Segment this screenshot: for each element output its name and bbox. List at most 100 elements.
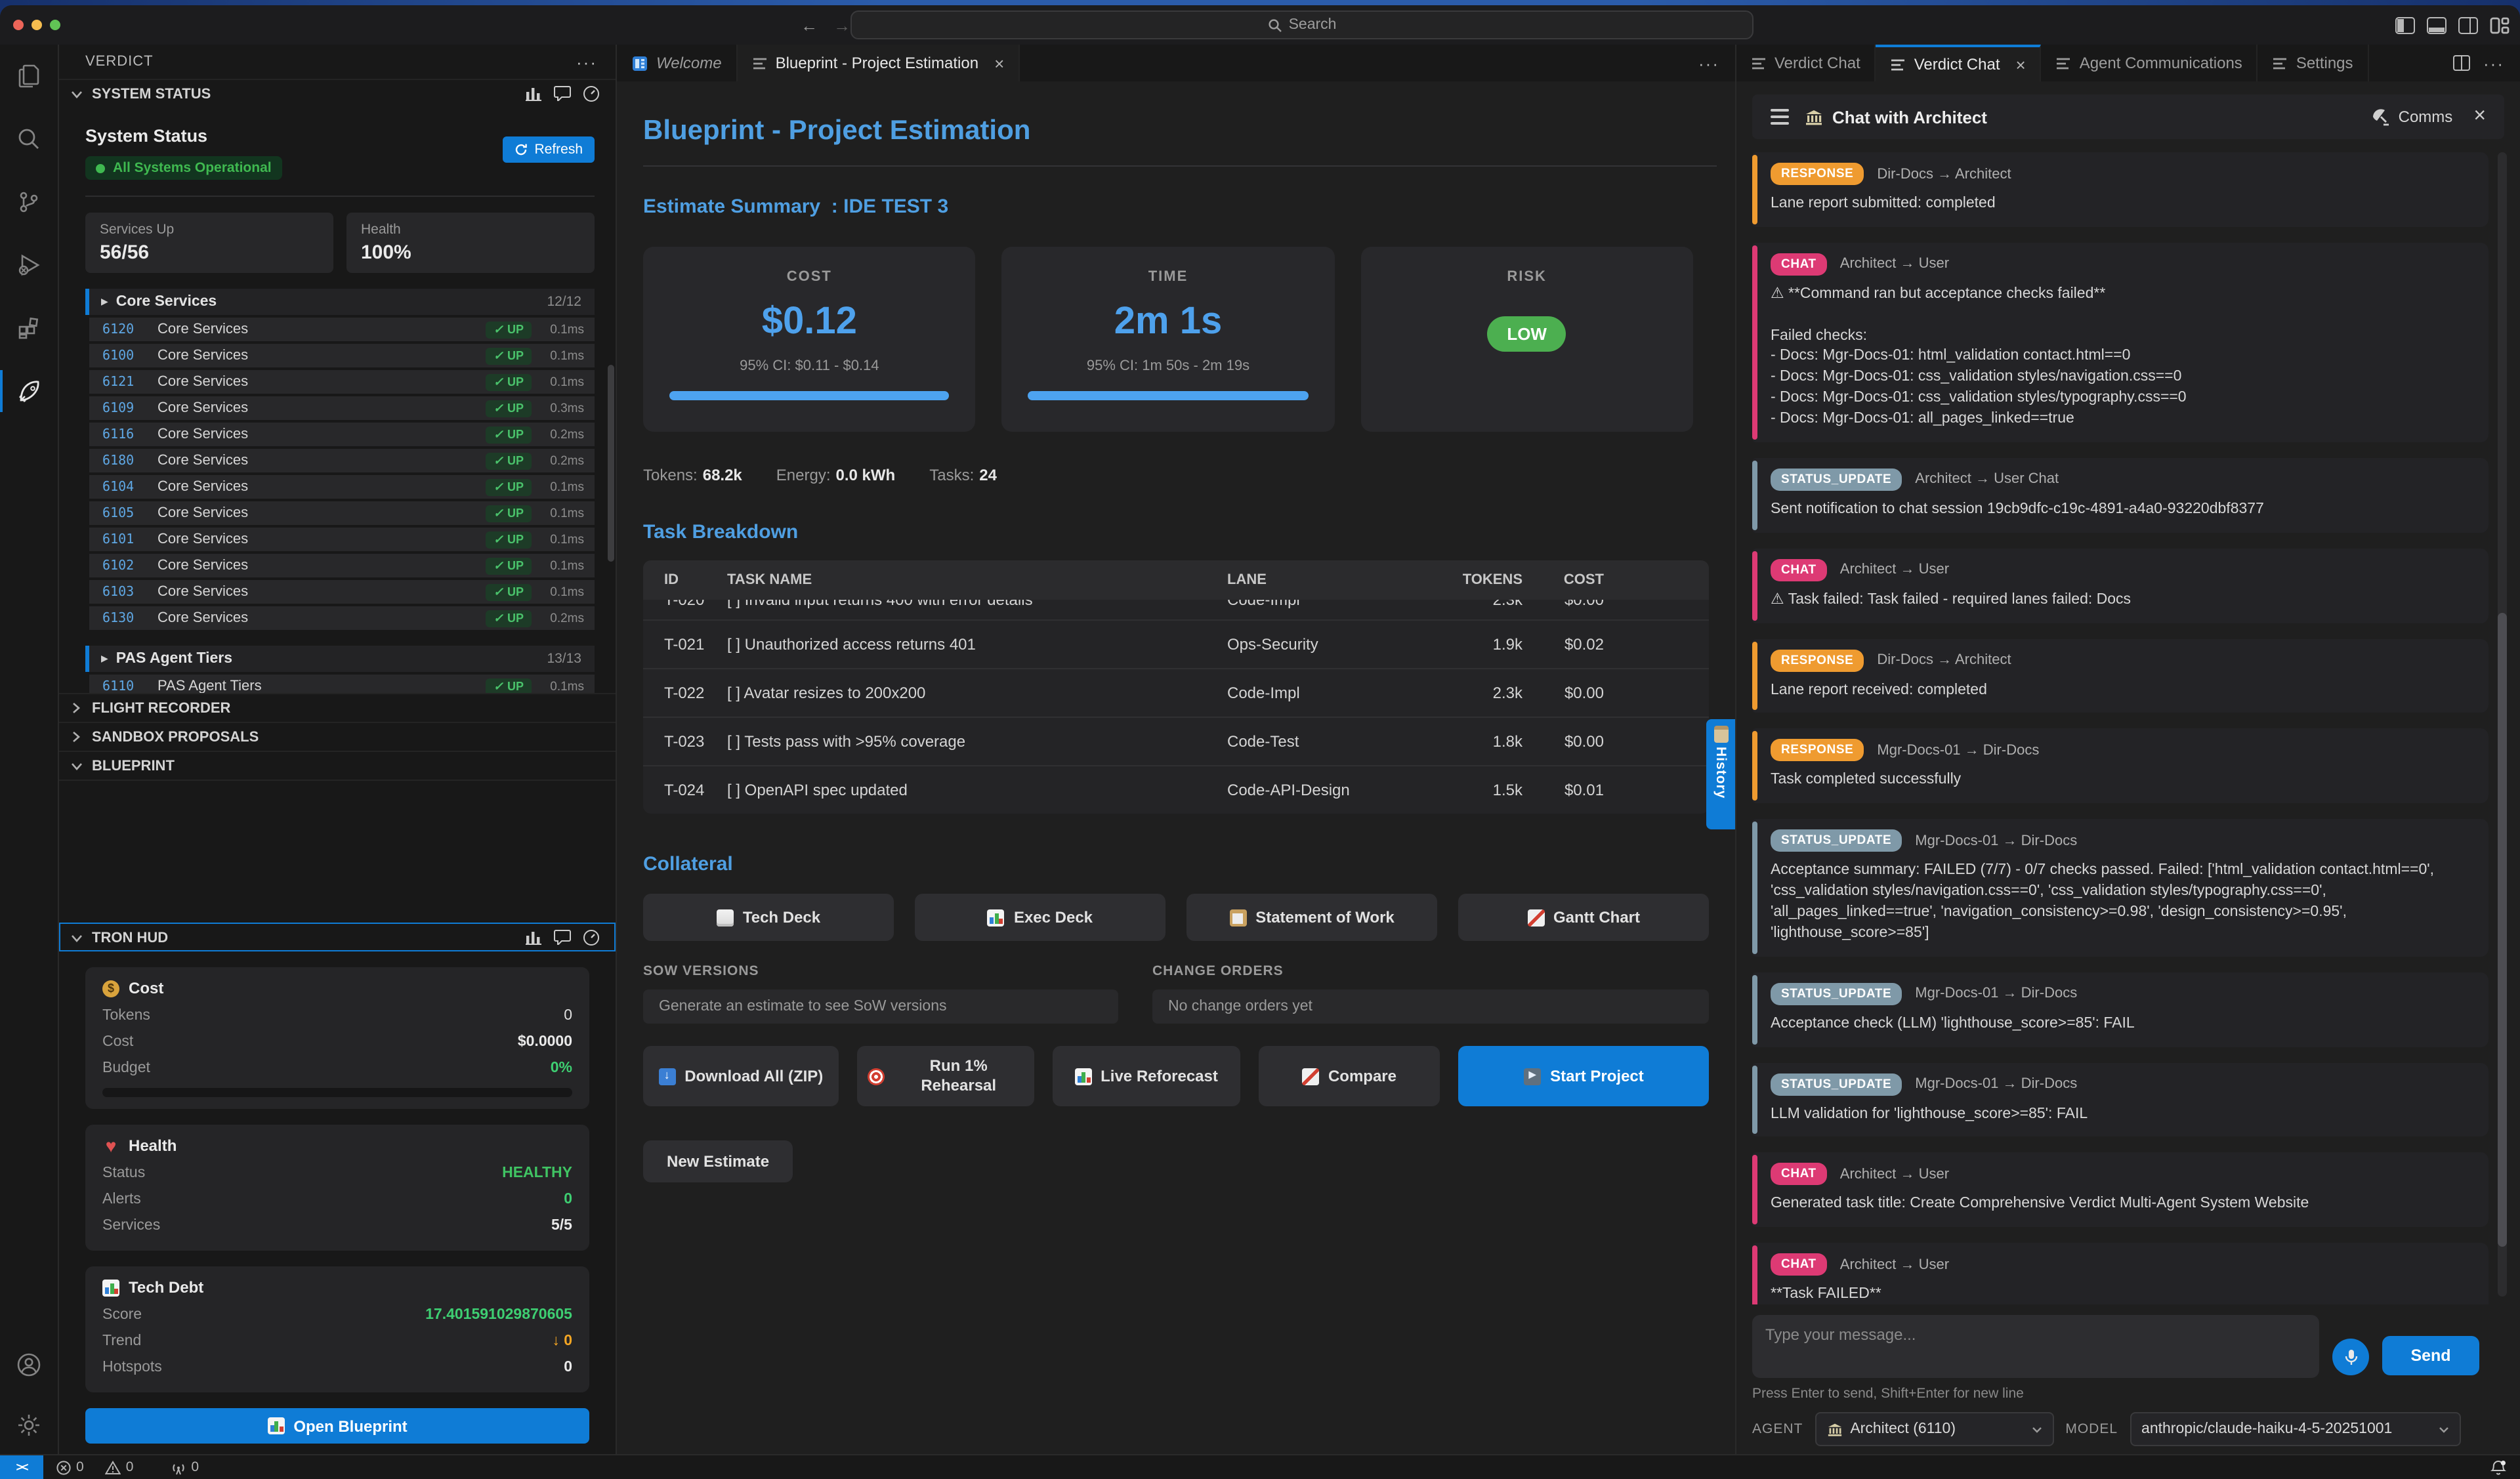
table-row[interactable]: T-021 [ ] Unauthorized access returns 40… bbox=[643, 619, 1709, 668]
tab-verdict-chat-2[interactable]: Verdict Chat × bbox=[1876, 45, 2042, 81]
toggle-panel-icon[interactable] bbox=[2427, 16, 2446, 33]
toggle-sidebar-icon[interactable] bbox=[2395, 16, 2415, 33]
service-group-header[interactable]: ▶ PAS Agent Tiers 13/13 bbox=[85, 646, 595, 672]
chat-message[interactable]: STATUS_UPDATE Architect → User Chat Sent… bbox=[1752, 458, 2488, 533]
toggle-secondary-sidebar-icon[interactable] bbox=[2458, 16, 2478, 33]
search-view-icon[interactable] bbox=[0, 108, 58, 171]
section-tron-hud[interactable]: TRON HUD bbox=[59, 923, 616, 951]
editor-more-actions[interactable]: ··· bbox=[1698, 53, 1719, 73]
action-button[interactable]: Download All (ZIP) bbox=[643, 1046, 838, 1106]
service-row[interactable]: 6120 Core Services ✓UP 0.1ms bbox=[89, 318, 595, 341]
settings-gear-icon[interactable] bbox=[0, 1396, 58, 1454]
voice-input-button[interactable] bbox=[2332, 1339, 2369, 1375]
comms-button[interactable]: Comms bbox=[2372, 108, 2453, 126]
table-row[interactable]: T-024 [ ] OpenAPI spec updated Code-API-… bbox=[643, 765, 1709, 814]
table-row-clipped[interactable]: T-020 [ ] Invalid input returns 400 with… bbox=[643, 600, 1709, 619]
action-button[interactable]: Run 1% Rehearsal bbox=[856, 1046, 1034, 1106]
menu-icon[interactable] bbox=[1771, 109, 1789, 125]
run-debug-icon[interactable] bbox=[0, 234, 58, 297]
collateral-button[interactable]: Gantt Chart bbox=[1458, 894, 1709, 941]
chat-message[interactable]: RESPONSE Mgr-Docs-01 → Dir-Docs Task com… bbox=[1752, 729, 2488, 804]
agent-select[interactable]: Architect (6110) bbox=[1815, 1412, 2053, 1446]
accounts-icon[interactable] bbox=[0, 1333, 58, 1396]
verdict-extension-icon[interactable] bbox=[0, 360, 58, 423]
table-row[interactable]: T-022 [ ] Avatar resizes to 200x200 Code… bbox=[643, 668, 1709, 717]
chat-message[interactable]: STATUS_UPDATE Mgr-Docs-01 → Dir-Docs Acc… bbox=[1752, 972, 2488, 1047]
service-row[interactable]: 6109 Core Services ✓UP 0.3ms bbox=[89, 396, 595, 420]
service-row[interactable]: 6110 PAS Agent Tiers ✓UP 0.1ms bbox=[89, 675, 595, 693]
chat-scrollbar-thumb[interactable] bbox=[2498, 613, 2507, 1247]
gauge-icon[interactable] bbox=[583, 929, 600, 946]
close-tab-icon[interactable]: × bbox=[2016, 54, 2026, 74]
back-button[interactable]: ← bbox=[801, 15, 818, 35]
chat-message[interactable]: CHAT Architect → User ⚠ **Command ran bu… bbox=[1752, 243, 2488, 442]
service-row[interactable]: 6121 Core Services ✓UP 0.1ms bbox=[89, 370, 595, 394]
close-window-button[interactable] bbox=[13, 20, 24, 30]
open-blueprint-button[interactable]: Open Blueprint bbox=[85, 1408, 589, 1444]
message-input[interactable] bbox=[1752, 1315, 2319, 1378]
action-button[interactable]: Compare bbox=[1258, 1046, 1440, 1106]
chat-message[interactable]: RESPONSE Dir-Docs → Architect Lane repor… bbox=[1752, 638, 2488, 713]
explorer-icon[interactable] bbox=[0, 45, 58, 108]
source-control-icon[interactable] bbox=[0, 171, 58, 234]
chat-message[interactable]: RESPONSE Dir-Docs → Architect Lane repor… bbox=[1752, 152, 2488, 227]
action-button[interactable]: Live Reforecast bbox=[1053, 1046, 1240, 1106]
comment-icon[interactable] bbox=[554, 929, 571, 945]
panel-more-actions[interactable]: ··· bbox=[2483, 53, 2504, 73]
section-blueprint[interactable]: BLUEPRINT bbox=[59, 751, 616, 780]
collapsed-section-header[interactable]: SANDBOX PROPOSALS bbox=[59, 722, 616, 751]
minimize-window-button[interactable] bbox=[32, 20, 42, 30]
service-row[interactable]: 6103 Core Services ✓UP 0.1ms bbox=[89, 580, 595, 604]
chat-message[interactable]: CHAT Architect → User ⚠ Task failed: Tas… bbox=[1752, 548, 2488, 623]
service-group-header[interactable]: ▶ Core Services 12/12 bbox=[85, 289, 595, 315]
collateral-button[interactable]: Exec Deck bbox=[915, 894, 1166, 941]
service-row[interactable]: 6100 Core Services ✓UP 0.1ms bbox=[89, 344, 595, 367]
gauge-icon[interactable] bbox=[583, 85, 600, 102]
close-chat-icon[interactable]: × bbox=[2473, 105, 2486, 129]
sidebar-more-actions[interactable]: ··· bbox=[576, 52, 597, 72]
ports-count[interactable]: 0 bbox=[191, 1459, 199, 1475]
graph-icon[interactable] bbox=[525, 85, 542, 101]
tab-welcome[interactable]: Welcome bbox=[617, 45, 738, 81]
chat-message[interactable]: STATUS_UPDATE Mgr-Docs-01 → Dir-Docs Acc… bbox=[1752, 820, 2488, 957]
collateral-button[interactable]: Tech Deck bbox=[643, 894, 894, 941]
table-row[interactable]: T-023 [ ] Tests pass with >95% coverage … bbox=[643, 717, 1709, 765]
graph-icon[interactable] bbox=[525, 929, 542, 945]
error-count[interactable]: 0 bbox=[76, 1459, 84, 1475]
zoom-window-button[interactable] bbox=[50, 20, 60, 30]
warning-count[interactable]: 0 bbox=[126, 1459, 134, 1475]
service-row[interactable]: 6180 Core Services ✓UP 0.2ms bbox=[89, 449, 595, 472]
service-row[interactable]: 6116 Core Services ✓UP 0.2ms bbox=[89, 423, 595, 446]
action-button[interactable]: Start Project bbox=[1459, 1046, 1709, 1106]
forward-button[interactable]: → bbox=[833, 15, 850, 35]
collapsed-section-header[interactable]: FLIGHT RECORDER bbox=[59, 693, 616, 722]
chat-message[interactable]: CHAT Architect → User **Task FAILED** bbox=[1752, 1243, 2488, 1304]
history-drawer-tab[interactable]: History bbox=[1706, 719, 1735, 829]
comment-icon[interactable] bbox=[554, 85, 571, 101]
service-row[interactable]: 6105 Core Services ✓UP 0.1ms bbox=[89, 501, 595, 525]
service-row[interactable]: 6130 Core Services ✓UP 0.2ms bbox=[89, 606, 595, 630]
notifications-bell-icon[interactable] bbox=[2490, 1459, 2507, 1476]
refresh-button[interactable]: Refresh bbox=[503, 136, 595, 163]
chat-message[interactable]: STATUS_UPDATE Mgr-Docs-01 → Dir-Docs LLM… bbox=[1752, 1062, 2488, 1137]
split-editor-icon[interactable] bbox=[2453, 55, 2470, 71]
command-center-search[interactable]: Search bbox=[850, 10, 1754, 39]
service-row[interactable]: 6102 Core Services ✓UP 0.1ms bbox=[89, 554, 595, 577]
extensions-icon[interactable] bbox=[0, 297, 58, 360]
tab-settings[interactable]: Settings bbox=[2258, 45, 2369, 81]
customize-layout-icon[interactable] bbox=[2490, 16, 2510, 33]
model-select[interactable]: anthropic/claude-haiku-4-5-20251001 bbox=[2130, 1412, 2460, 1446]
close-tab-icon[interactable]: × bbox=[994, 53, 1004, 73]
tab-agent-communications[interactable]: Agent Communications bbox=[2042, 45, 2258, 81]
sidebar-scrollbar[interactable] bbox=[608, 365, 614, 562]
chat-message[interactable]: CHAT Architect → User Generated task tit… bbox=[1752, 1153, 2488, 1228]
new-estimate-button[interactable]: New Estimate bbox=[643, 1140, 793, 1182]
send-button[interactable]: Send bbox=[2382, 1336, 2479, 1375]
service-row[interactable]: 6101 Core Services ✓UP 0.1ms bbox=[89, 528, 595, 551]
service-row[interactable]: 6104 Core Services ✓UP 0.1ms bbox=[89, 475, 595, 499]
collateral-button[interactable]: Statement of Work bbox=[1186, 894, 1437, 941]
tab-blueprint[interactable]: Blueprint - Project Estimation × bbox=[738, 45, 1020, 81]
remote-indicator[interactable]: >< bbox=[0, 1455, 43, 1479]
tab-verdict-chat-1[interactable]: Verdict Chat bbox=[1736, 45, 1876, 81]
section-system-status[interactable]: SYSTEM STATUS bbox=[59, 79, 616, 108]
